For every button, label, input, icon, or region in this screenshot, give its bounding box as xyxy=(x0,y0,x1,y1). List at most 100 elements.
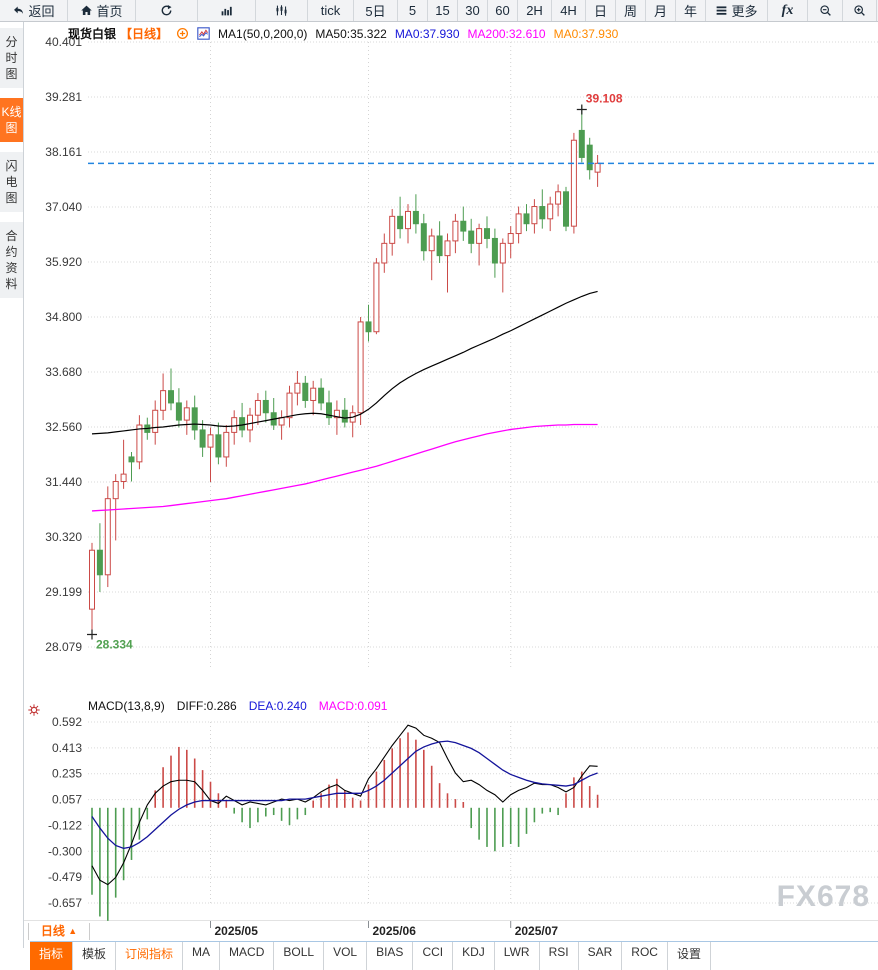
macd-header: MACD(13,8,9) DIFF:0.286 DEA:0.240 MACD:0… xyxy=(88,699,387,713)
toolbar-back-button[interactable]: 返回 xyxy=(0,0,68,21)
toolbar-zoom-out-button[interactable] xyxy=(808,0,843,21)
toolbar-week-button[interactable]: 周 xyxy=(616,0,646,21)
toolbar-line-chart-button[interactable] xyxy=(198,0,256,21)
toolbar-tick-button-label: tick xyxy=(320,3,341,18)
candle xyxy=(254,399,261,416)
toolbar-15m-button[interactable]: 15 xyxy=(428,0,458,21)
period-tag: 【日线】 xyxy=(120,27,169,41)
price-axis-label: 37.040 xyxy=(45,200,82,214)
period-selector-label: 日线 xyxy=(40,924,65,938)
toolbar-home-button[interactable]: 首页 xyxy=(68,0,136,21)
toolbar-2h-button[interactable]: 2H xyxy=(518,0,552,21)
indicator-settings-icon[interactable] xyxy=(27,703,41,717)
chart-type-sidebar: 分时图 K线图闪电图合约资料 xyxy=(0,22,24,948)
candle xyxy=(262,399,269,414)
zoom-out-icon xyxy=(819,4,832,17)
candle xyxy=(128,456,135,463)
toolbar-candle-chart-button[interactable] xyxy=(256,0,308,21)
candle xyxy=(310,387,317,401)
tab-bias[interactable]: BIAS xyxy=(367,942,414,970)
toolbar-30m-button-label: 30 xyxy=(465,3,480,18)
macd-axis-label: 0.235 xyxy=(52,767,82,781)
candle xyxy=(247,414,253,431)
candle xyxy=(436,235,443,257)
macd-axis-label: 0.057 xyxy=(52,793,82,807)
tab-kdj[interactable]: KDJ xyxy=(453,942,495,970)
low-marker-cross xyxy=(87,629,97,640)
toolbar-60m-button[interactable]: 60 xyxy=(488,0,518,21)
candle xyxy=(428,235,435,252)
tab-roc[interactable]: ROC xyxy=(622,942,668,970)
candle xyxy=(357,321,364,414)
toolbar-5m-button[interactable]: 5 xyxy=(398,0,428,21)
candle xyxy=(468,230,475,244)
toolbar-day-button[interactable]: 日 xyxy=(586,0,616,21)
candle xyxy=(183,407,190,421)
x-axis-date-label: 2025/06 xyxy=(373,924,417,938)
tab-rsi[interactable]: RSI xyxy=(540,942,579,970)
tab-indicator[interactable]: 指标 xyxy=(30,942,74,970)
tab-sar[interactable]: SAR xyxy=(579,942,623,970)
toolbar: 返回 首页 tick 5日 5 15 30 60 2H 4H 日 周 月 年 更多 fx xyxy=(0,0,878,22)
tab-macd[interactable]: MACD xyxy=(220,942,275,970)
tab-vol[interactable]: VOL xyxy=(324,942,368,970)
candle xyxy=(397,215,404,230)
tab-cci[interactable]: CCI xyxy=(413,942,454,970)
macd-dea-value: DEA:0.240 xyxy=(248,699,307,713)
macd-diff-value: DIFF:0.286 xyxy=(176,699,237,713)
low-price-label: 28.334 xyxy=(96,637,133,651)
add-circle-icon[interactable] xyxy=(176,27,189,40)
price-axis-label: 28.079 xyxy=(45,640,82,654)
candle xyxy=(531,206,538,225)
refresh-icon xyxy=(160,4,173,17)
candle xyxy=(515,213,522,235)
toolbar-more-button[interactable]: 更多 xyxy=(706,0,768,21)
candle xyxy=(547,203,554,220)
toolbar-15m-button-label: 15 xyxy=(435,3,450,18)
toolbar-tick-button[interactable]: tick xyxy=(308,0,354,21)
toolbar-fx-button-label: fx xyxy=(781,2,794,18)
toolbar-week-button-label: 周 xyxy=(623,4,637,19)
candle xyxy=(452,220,459,242)
toolbar-4h-button[interactable]: 4H xyxy=(552,0,586,21)
sidebar-item-time-chart[interactable]: 分时图 xyxy=(0,28,23,88)
sidebar-item-lightning-chart[interactable]: 闪电图 xyxy=(0,152,23,212)
chart-type-icon[interactable] xyxy=(197,27,210,40)
tab-template[interactable]: 模板 xyxy=(73,942,117,970)
tab-lwr[interactable]: LWR xyxy=(495,942,540,970)
candle xyxy=(491,237,498,264)
candle xyxy=(120,473,127,482)
bar-chart-icon xyxy=(220,4,233,17)
home-icon xyxy=(80,4,93,17)
sidebar-item-kline-chart[interactable]: K线图 xyxy=(0,98,23,142)
candle xyxy=(152,409,159,433)
toolbar-zoom-in-button[interactable] xyxy=(843,0,877,21)
toolbar-year-button[interactable]: 年 xyxy=(676,0,706,21)
tab-subscribe-indicator[interactable]: 订阅指标 xyxy=(116,942,184,970)
sidebar-item-contract-info[interactable]: 合约资料 xyxy=(0,222,23,298)
high-price-label: 39.108 xyxy=(586,91,623,105)
tab-boll[interactable]: BOLL xyxy=(274,942,325,970)
toolbar-month-button[interactable]: 月 xyxy=(646,0,676,21)
zoom-in-icon xyxy=(853,4,866,17)
tab-ma[interactable]: MA xyxy=(183,942,221,970)
toolbar-month-button-label: 月 xyxy=(653,4,667,19)
toolbar-fx-button[interactable]: fx xyxy=(768,0,808,21)
watermark: FX678 xyxy=(776,880,870,913)
candle xyxy=(286,392,293,419)
macd-axis-label: -0.657 xyxy=(48,896,82,910)
candle xyxy=(175,402,182,421)
toolbar-5d-button-label: 5日 xyxy=(365,4,386,19)
price-macd-chart[interactable]: 40.401 39.281 38.161 37.040 35.920 34.800 33.6… xyxy=(24,22,878,948)
toolbar-4h-button-label: 4H xyxy=(560,3,577,18)
toolbar-5d-button[interactable]: 5日 xyxy=(354,0,398,21)
period-selector[interactable]: 日线 ▲ xyxy=(28,923,90,940)
toolbar-home-button-label: 首页 xyxy=(96,4,123,19)
candle xyxy=(96,549,103,576)
toolbar-more-button-label: 更多 xyxy=(731,4,758,19)
candle xyxy=(507,233,514,244)
toolbar-refresh-button[interactable] xyxy=(136,0,198,21)
tab-settings[interactable]: 设置 xyxy=(668,942,711,970)
price-axis-label: 33.680 xyxy=(45,365,82,379)
toolbar-30m-button[interactable]: 30 xyxy=(458,0,488,21)
